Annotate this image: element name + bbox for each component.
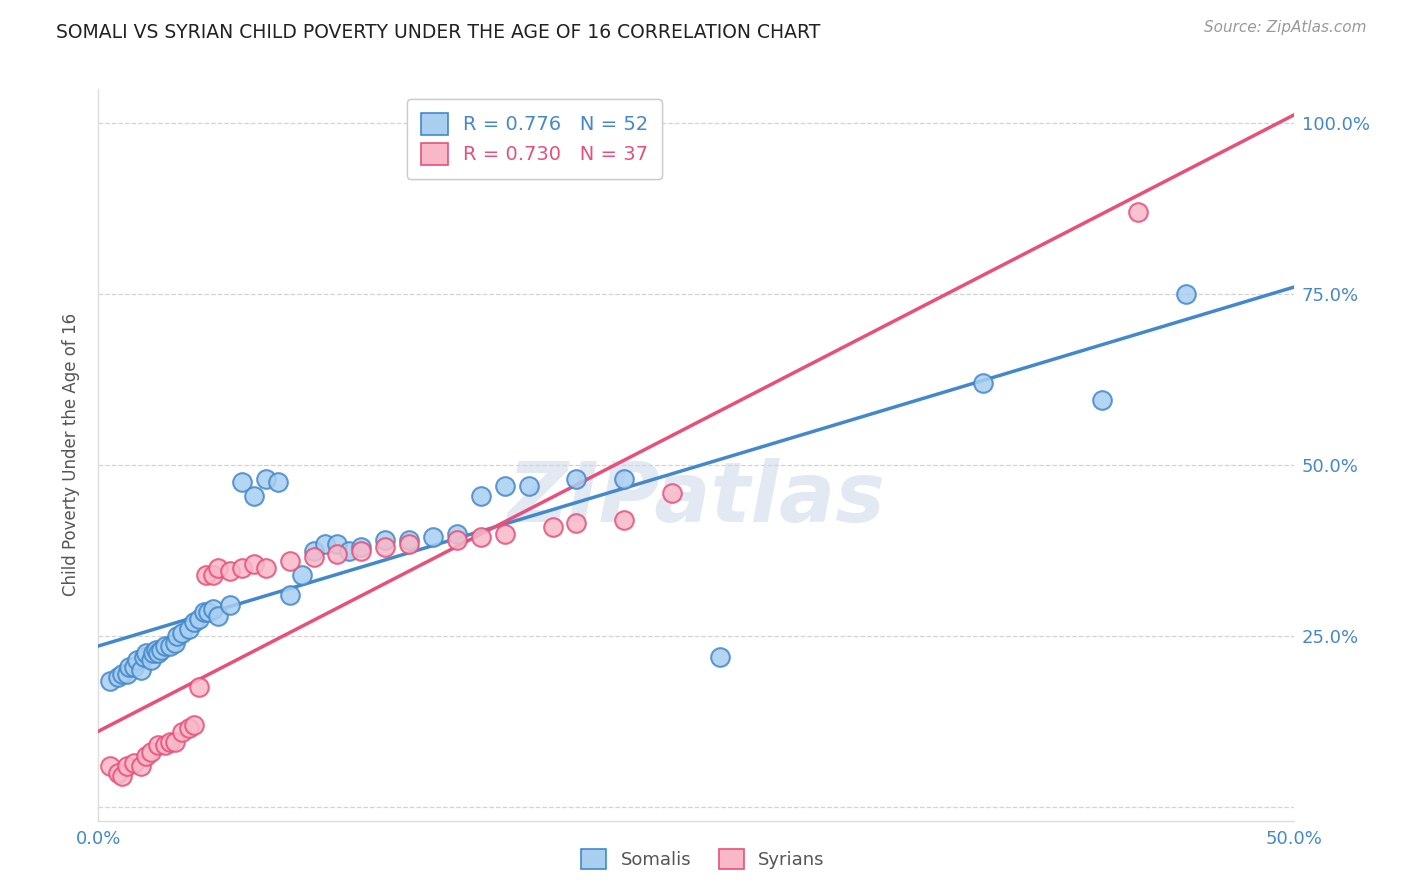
Point — [98, 759, 122, 773]
Text: Source: ZipAtlas.com: Source: ZipAtlas.com — [1204, 20, 1367, 35]
Point — [179, 722, 201, 736]
Point — [111, 769, 134, 783]
Point — [172, 625, 194, 640]
Point — [1175, 287, 1198, 301]
Legend: Somalis, Syrians: Somalis, Syrians — [572, 839, 834, 879]
Point — [115, 666, 138, 681]
Point — [231, 475, 253, 490]
Point — [446, 533, 468, 548]
Point — [278, 588, 301, 602]
Point — [494, 526, 516, 541]
Point — [111, 666, 134, 681]
Point — [159, 735, 181, 749]
Point — [278, 554, 301, 568]
Point — [302, 550, 325, 565]
Point — [155, 640, 177, 654]
Point — [131, 759, 153, 773]
Point — [565, 516, 588, 531]
Point — [135, 748, 157, 763]
Point — [350, 540, 373, 554]
Point — [374, 540, 396, 554]
Point — [145, 642, 167, 657]
Y-axis label: Child Poverty Under the Age of 16: Child Poverty Under the Age of 16 — [62, 313, 80, 597]
Point — [517, 478, 540, 492]
Point — [302, 543, 325, 558]
Point — [207, 560, 229, 574]
Point — [1128, 205, 1150, 219]
Point — [267, 475, 290, 490]
Point — [565, 472, 588, 486]
Point — [193, 605, 215, 619]
Point — [541, 519, 564, 533]
Point — [661, 485, 683, 500]
Point — [187, 681, 209, 695]
Legend: R = 0.776   N = 52, R = 0.730   N = 37: R = 0.776 N = 52, R = 0.730 N = 37 — [406, 99, 662, 178]
Point — [972, 376, 994, 391]
Point — [1091, 393, 1114, 408]
Point — [132, 649, 155, 664]
Point — [159, 640, 181, 654]
Point — [326, 547, 349, 561]
Point — [398, 533, 420, 548]
Point — [709, 649, 731, 664]
Point — [163, 735, 186, 749]
Point — [195, 567, 218, 582]
Point — [142, 646, 165, 660]
Point — [125, 653, 148, 667]
Point — [202, 601, 225, 615]
Point — [118, 660, 141, 674]
Point — [155, 739, 177, 753]
Point — [172, 724, 194, 739]
Point — [131, 663, 153, 677]
Point — [243, 558, 266, 572]
Point — [163, 636, 186, 650]
Point — [326, 537, 349, 551]
Point — [315, 537, 337, 551]
Point — [446, 526, 468, 541]
Point — [135, 646, 157, 660]
Point — [219, 564, 242, 578]
Point — [166, 629, 188, 643]
Point — [613, 472, 636, 486]
Point — [107, 765, 129, 780]
Point — [254, 560, 277, 574]
Point — [197, 605, 219, 619]
Point — [183, 718, 205, 732]
Point — [202, 567, 225, 582]
Point — [139, 745, 162, 759]
Point — [613, 513, 636, 527]
Point — [148, 739, 170, 753]
Point — [243, 489, 266, 503]
Point — [339, 543, 361, 558]
Point — [231, 560, 253, 574]
Point — [98, 673, 122, 688]
Text: SOMALI VS SYRIAN CHILD POVERTY UNDER THE AGE OF 16 CORRELATION CHART: SOMALI VS SYRIAN CHILD POVERTY UNDER THE… — [56, 23, 821, 42]
Point — [148, 646, 170, 660]
Point — [124, 756, 146, 770]
Point — [219, 599, 242, 613]
Point — [107, 670, 129, 684]
Point — [183, 615, 205, 630]
Point — [470, 530, 492, 544]
Point — [124, 660, 146, 674]
Point — [494, 478, 516, 492]
Point — [470, 489, 492, 503]
Point — [254, 472, 277, 486]
Point — [291, 567, 314, 582]
Point — [374, 533, 396, 548]
Point — [179, 622, 201, 636]
Point — [422, 530, 444, 544]
Point — [187, 612, 209, 626]
Point — [115, 759, 138, 773]
Point — [398, 537, 420, 551]
Point — [207, 608, 229, 623]
Point — [149, 642, 172, 657]
Point — [350, 543, 373, 558]
Text: ZIPatlas: ZIPatlas — [508, 458, 884, 540]
Point — [139, 653, 162, 667]
